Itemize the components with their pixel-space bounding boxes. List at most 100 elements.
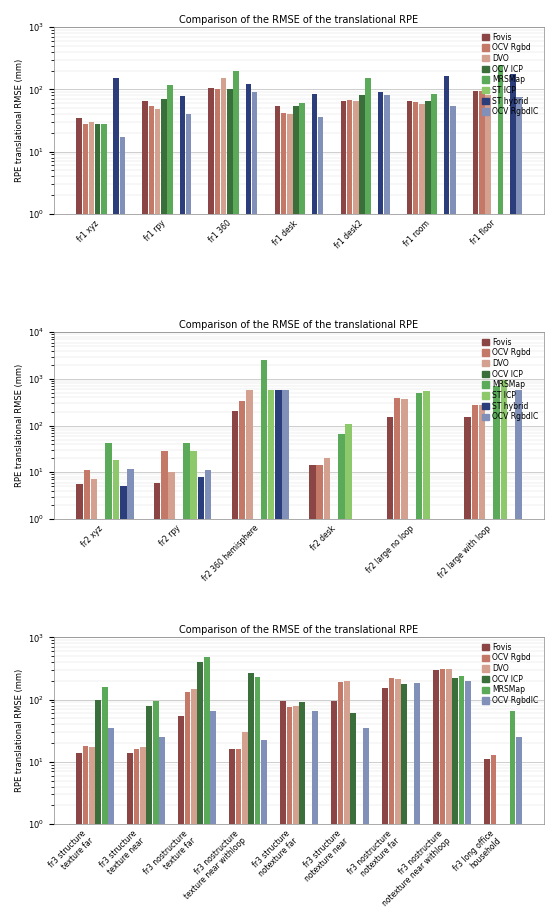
Y-axis label: RPE translational RMSE (mm): RPE translational RMSE (mm) — [15, 669, 24, 792]
Bar — [516, 737, 522, 923]
Bar — [465, 417, 471, 923]
Bar — [146, 705, 152, 923]
Bar — [516, 97, 522, 923]
Bar — [439, 669, 446, 923]
Y-axis label: RPE translational RMSE (mm): RPE translational RMSE (mm) — [15, 59, 24, 182]
Bar — [101, 124, 107, 923]
Bar — [479, 404, 485, 923]
Bar — [159, 737, 165, 923]
Bar — [498, 66, 503, 923]
Title: Comparison of the RMSE of the translational RPE: Comparison of the RMSE of the translatio… — [179, 320, 419, 330]
Bar — [312, 712, 318, 923]
Bar — [359, 95, 365, 923]
Bar — [239, 401, 245, 923]
Bar — [245, 85, 251, 923]
Bar — [153, 701, 159, 923]
Bar — [414, 683, 420, 923]
Bar — [140, 748, 146, 923]
Bar — [113, 461, 119, 923]
Bar — [248, 673, 254, 923]
Bar — [255, 677, 260, 923]
Bar — [510, 712, 515, 923]
Bar — [293, 105, 299, 923]
Bar — [395, 678, 401, 923]
Bar — [452, 678, 458, 923]
Bar — [344, 681, 350, 923]
Bar — [178, 715, 184, 923]
Bar — [501, 380, 507, 923]
Bar — [472, 404, 478, 923]
Bar — [419, 104, 425, 923]
Bar — [77, 485, 83, 923]
Bar — [287, 114, 292, 923]
Bar — [184, 692, 191, 923]
Title: Comparison of the RMSE of the translational RPE: Comparison of the RMSE of the translatio… — [179, 625, 419, 635]
Bar — [347, 100, 352, 923]
Bar — [363, 728, 369, 923]
Bar — [231, 411, 238, 923]
Bar — [490, 755, 496, 923]
Bar — [281, 113, 286, 923]
Bar — [282, 390, 289, 923]
Bar — [338, 435, 345, 923]
Bar — [316, 465, 323, 923]
Bar — [401, 684, 407, 923]
Bar — [268, 390, 274, 923]
Bar — [389, 678, 394, 923]
Bar — [134, 749, 139, 923]
Bar — [494, 386, 500, 923]
Bar — [186, 114, 191, 923]
Bar — [154, 483, 160, 923]
Bar — [205, 471, 211, 923]
Bar — [458, 676, 465, 923]
Bar — [318, 117, 324, 923]
Bar — [484, 760, 490, 923]
Bar — [127, 469, 134, 923]
Bar — [300, 702, 305, 923]
Bar — [394, 398, 400, 923]
Bar — [353, 101, 359, 923]
Bar — [91, 479, 97, 923]
Bar — [236, 749, 241, 923]
Bar — [260, 360, 267, 923]
Bar — [432, 94, 437, 923]
Bar — [197, 662, 203, 923]
Bar — [197, 477, 204, 923]
Bar — [229, 749, 235, 923]
Bar — [83, 124, 88, 923]
Legend: Fovis, OCV Rgbd, DVO, OCV ICP, MRSMap, ST ICP, ST hybrid, OCV RgbdIC: Fovis, OCV Rgbd, DVO, OCV ICP, MRSMap, S… — [480, 31, 540, 118]
Bar — [401, 399, 408, 923]
Bar — [473, 90, 479, 923]
Bar — [246, 390, 253, 923]
Bar — [155, 109, 160, 923]
Bar — [149, 105, 154, 923]
Bar — [95, 124, 101, 923]
Bar — [179, 96, 185, 923]
Bar — [340, 101, 346, 923]
Bar — [127, 752, 133, 923]
Bar — [485, 95, 491, 923]
Bar — [287, 707, 292, 923]
Bar — [252, 92, 257, 923]
Bar — [416, 393, 422, 923]
Title: Comparison of the RMSE of the translational RPE: Comparison of the RMSE of the translatio… — [179, 15, 419, 25]
Bar — [338, 682, 343, 923]
Bar — [387, 416, 393, 923]
Bar — [413, 102, 419, 923]
Bar — [324, 458, 330, 923]
Bar — [350, 713, 356, 923]
Bar — [331, 701, 337, 923]
Bar — [77, 752, 82, 923]
Bar — [143, 101, 148, 923]
Bar — [345, 424, 352, 923]
Bar — [215, 90, 220, 923]
Bar — [204, 656, 210, 923]
Bar — [210, 712, 216, 923]
Bar — [425, 101, 431, 923]
Bar — [382, 688, 388, 923]
Bar — [120, 138, 125, 923]
Bar — [77, 118, 82, 923]
Bar — [191, 689, 197, 923]
Bar — [102, 687, 107, 923]
Bar — [444, 76, 449, 923]
